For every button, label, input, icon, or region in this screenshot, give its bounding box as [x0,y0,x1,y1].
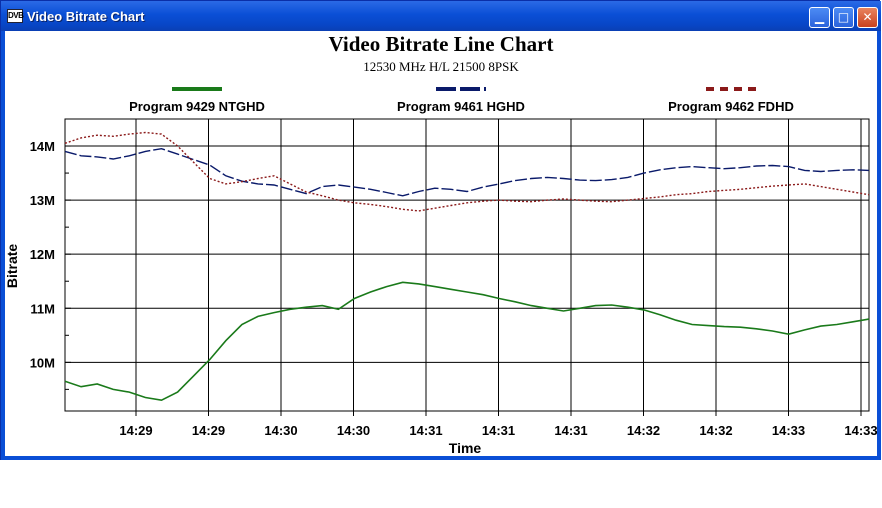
y-tick-label: 13M [30,193,55,208]
legend-label-2: Program 9461 HGHD [397,99,525,114]
x-axis-label: Time [449,440,482,456]
legend-label-1: Program 9429 NTGHD [129,99,265,114]
chart-series [64,131,870,402]
window-left-border [1,31,5,459]
close-icon: ✕ [862,10,873,24]
maximize-button[interactable]: □ [833,7,854,28]
window-right-border [877,31,881,459]
window-bottom-border [1,456,881,460]
legend-label-3: Program 9462 FDHD [668,99,794,114]
series-line-3 [64,131,870,212]
x-tick-label: 14:30 [264,423,297,438]
series-line-1 [64,281,870,402]
chart-legend: Program 9429 NTGHD Program 9461 HGHD Progr… [129,87,794,114]
chart-grid [64,118,870,412]
close-button[interactable]: ✕ [857,7,878,28]
chart-subtitle: 12530 MHz H/L 21500 8PSK [363,59,519,74]
chart-ticks: 14:29 14:29 14:30 14:30 14:31 14:31 14:31 14:32… [30,139,877,438]
window-title: Video Bitrate Chart [27,9,145,24]
x-tick-label: 14:31 [554,423,587,438]
minimize-button[interactable]: ▁ [809,7,830,28]
x-tick-label: 14:30 [337,423,370,438]
y-axis-label: Bitrate [5,244,20,289]
minimize-icon: ▁ [814,10,825,24]
chart-window: DVB Video Bitrate Chart ▁ □ ✕ Video Bitr… [0,0,881,460]
x-tick-label: 14:29 [119,423,152,438]
x-tick-label: 14:29 [192,423,225,438]
x-tick-label: 14:32 [699,423,732,438]
x-tick-label: 14:33 [772,423,805,438]
plot-area [64,118,870,412]
x-tick-label: 14:33 [844,423,877,438]
x-tick-label: 14:31 [409,423,442,438]
y-tick-label: 10M [30,355,55,370]
title-bar[interactable]: DVB Video Bitrate Chart ▁ □ ✕ [1,1,881,31]
y-tick-label: 14M [30,139,55,154]
y-tick-label: 12M [30,247,55,262]
series-line-2 [64,147,870,197]
maximize-icon: □ [837,10,850,24]
x-tick-label: 14:31 [482,423,515,438]
dvb-app-icon: DVB [7,9,24,23]
bitrate-line-chart: Video Bitrate Line Chart 12530 MHz H/L 2… [5,32,877,456]
x-tick-label: 14:32 [627,423,660,438]
chart-title: Video Bitrate Line Chart [329,32,554,56]
y-tick-label: 11M [30,301,55,316]
